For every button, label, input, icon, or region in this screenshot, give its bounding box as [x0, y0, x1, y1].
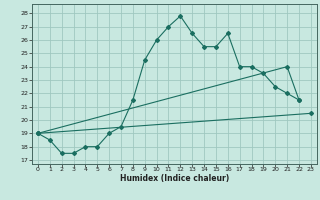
X-axis label: Humidex (Indice chaleur): Humidex (Indice chaleur)	[120, 174, 229, 183]
